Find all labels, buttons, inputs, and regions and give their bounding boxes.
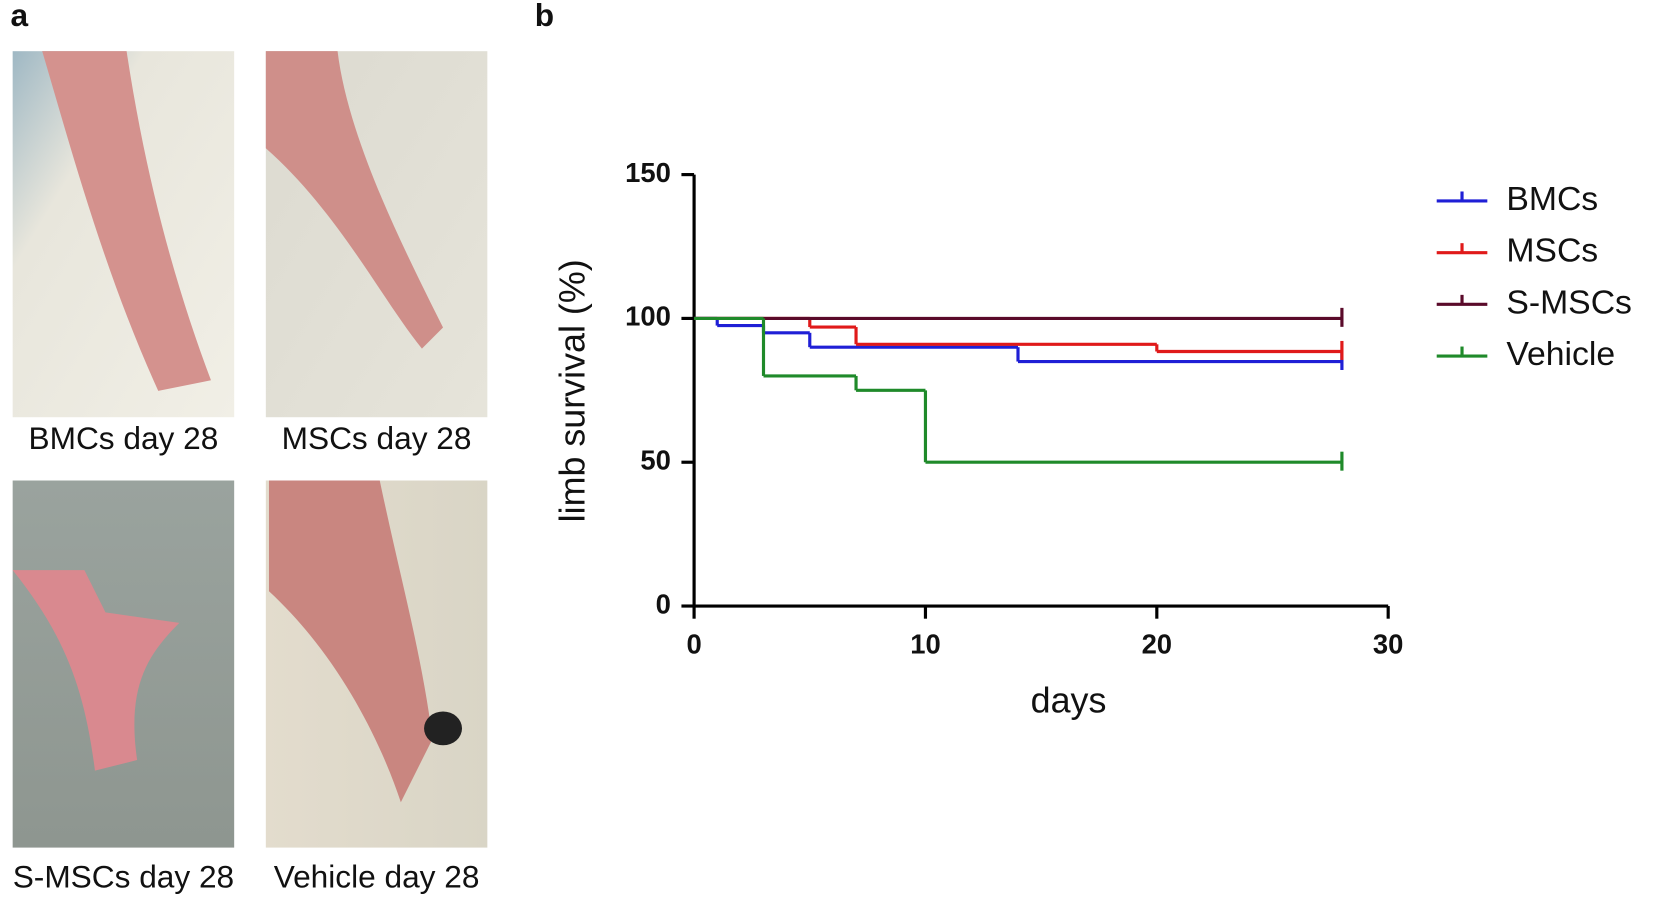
x-tick-label: 0 — [686, 628, 701, 659]
y-tick-label: 100 — [625, 301, 671, 332]
photo — [12, 480, 235, 848]
photo — [265, 51, 488, 418]
photo-caption: Vehicle day 28 — [274, 859, 480, 895]
legend-label: S-MSCs — [1506, 283, 1632, 321]
legend-label: MSCs — [1506, 232, 1598, 270]
panel-label: b — [535, 0, 554, 33]
legend-label: Vehicle — [1506, 335, 1615, 373]
photo-caption: BMCs day 28 — [29, 420, 219, 456]
photo-caption: MSCs day 28 — [282, 420, 472, 456]
x-tick-label: 20 — [1142, 628, 1172, 659]
photo — [12, 51, 235, 418]
y-tick-label: 150 — [625, 157, 671, 188]
legend-label: BMCs — [1506, 180, 1598, 218]
x-tick-label: 10 — [910, 628, 940, 659]
x-axis-label: days — [1031, 681, 1107, 721]
photo-caption: S-MSCs day 28 — [13, 859, 234, 895]
photo — [265, 480, 488, 848]
y-tick-label: 0 — [656, 588, 671, 619]
x-tick-label: 30 — [1373, 628, 1403, 659]
panel-label: a — [11, 0, 29, 33]
y-axis-label: limb survival (%) — [552, 259, 592, 522]
y-tick-label: 50 — [640, 444, 670, 475]
